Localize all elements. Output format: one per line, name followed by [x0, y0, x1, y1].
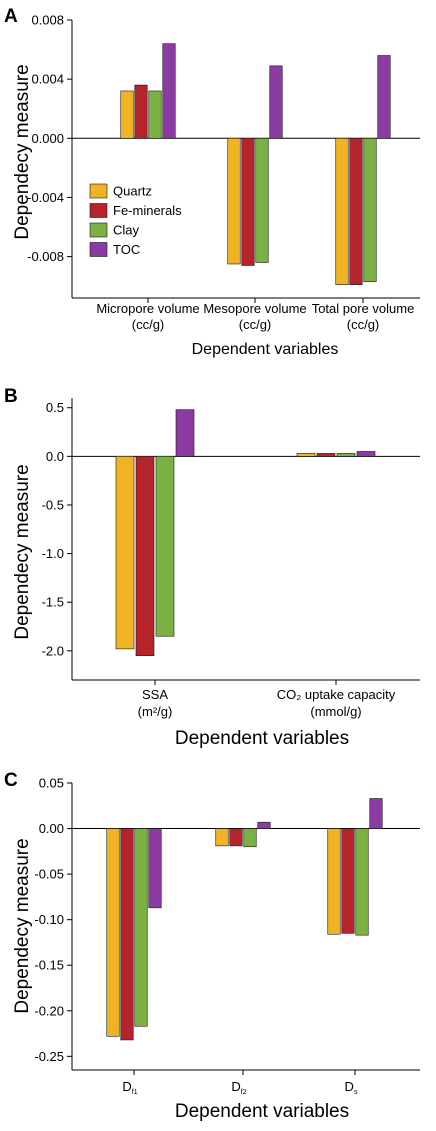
bar-fe-minerals-1 — [135, 456, 155, 656]
panel-letter-c: C — [4, 770, 18, 791]
x-category-label: Total pore volume — [312, 301, 415, 316]
bar-fe-minerals-1 — [134, 84, 148, 139]
legend-swatch-fe-minerals — [89, 203, 108, 218]
bar-toc-1 — [175, 409, 195, 457]
y-axis-title-a: Dependecy measure — [12, 64, 33, 239]
x-axis-title-c: Dependent variables — [175, 1101, 349, 1122]
bar-clay-1 — [155, 456, 175, 637]
bar-clay-1 — [148, 90, 162, 139]
x-category-unit: (m²/g) — [138, 704, 173, 719]
bar-fe-minerals-2 — [316, 453, 336, 457]
y-tick-label: -0.25 — [34, 1049, 64, 1064]
panel-letter-a: A — [4, 6, 18, 27]
panel-b: B Dependecy measure Dependent variables … — [4, 386, 420, 749]
x-category-unit: (mmol/g) — [310, 704, 361, 719]
x-category-main: D — [231, 1079, 240, 1094]
x-category-main: D — [345, 1079, 354, 1094]
bar-fe-minerals-2 — [241, 138, 255, 266]
x-category-label: Ds — [345, 1079, 358, 1096]
y-tick-label: 0.0 — [46, 449, 64, 464]
bar-toc-2 — [356, 451, 376, 457]
x-category-label: Df1 — [122, 1079, 137, 1096]
plot-area-b: 0.5 0.0 -0.5 -1.0 -1.5 -2.0 SSA (m²/g) CO₂ uptak… — [42, 398, 420, 719]
bar-toc-3 — [377, 55, 391, 139]
legend-swatch-clay — [89, 222, 108, 238]
panel-letter-b: B — [4, 386, 18, 407]
x-category-subscript: s — [354, 1089, 358, 1096]
x-category-label: Micropore volume — [96, 301, 199, 316]
y-tick-label: -2.0 — [42, 643, 64, 658]
x-category-unit: (cc/g) — [347, 317, 380, 332]
y-tick-label: -0.15 — [34, 958, 64, 973]
legend-swatch-quartz — [89, 183, 108, 199]
legend-label: TOC — [113, 242, 140, 257]
y-tick-label: -0.004 — [27, 190, 64, 205]
bar-clay-2 — [336, 453, 356, 457]
legend-swatch-toc — [89, 242, 108, 257]
y-tick-label: 0.008 — [31, 13, 64, 28]
bar-fe-minerals-2 — [229, 828, 243, 847]
y-axis-title-c: Dependecy measure — [12, 838, 33, 1013]
y-axis-title-b: Dependecy measure — [12, 464, 33, 639]
bar-quartz-1 — [106, 828, 120, 1037]
y-tick-label: -1.0 — [42, 546, 64, 561]
plot-area-a: 0.008 0.004 0.000 -0.004 -0.008 Micropore vol… — [27, 13, 420, 332]
bar-fe-minerals-1 — [120, 828, 134, 1041]
x-category-subscript: f1 — [132, 1089, 138, 1096]
x-axis-title-a: Dependent variables — [192, 341, 339, 358]
y-tick-label: 0.000 — [31, 131, 64, 146]
bar-fe-minerals-3 — [349, 138, 363, 285]
x-category-label: CO₂ uptake capacity — [277, 687, 396, 702]
bar-quartz-3 — [335, 138, 349, 285]
y-tick-label: 0.05 — [39, 776, 64, 791]
x-axis-title-b: Dependent variables — [175, 728, 349, 749]
bar-fe-minerals-3 — [341, 828, 355, 934]
bar-toc-3 — [369, 798, 383, 829]
bar-clay-3 — [355, 828, 369, 936]
y-tick-label: -0.5 — [42, 497, 64, 512]
y-tick-label: -0.05 — [34, 867, 64, 882]
y-tick-label: -0.20 — [34, 1003, 64, 1018]
x-category-label: Mesopore volume — [203, 301, 306, 316]
x-category-subscript: f2 — [241, 1089, 247, 1096]
x-category-label: Df2 — [231, 1079, 246, 1096]
y-tick-label: -1.5 — [42, 595, 64, 610]
bar-quartz-1 — [120, 90, 134, 139]
y-tick-label: -0.10 — [34, 912, 64, 927]
bar-quartz-3 — [327, 828, 341, 935]
bar-toc-2 — [269, 65, 283, 139]
bar-toc-1 — [148, 828, 162, 909]
x-category-label: SSA — [142, 687, 168, 702]
panel-c: C Dependecy measure Dependent variables … — [4, 770, 420, 1122]
y-tick-label: 0.004 — [31, 72, 64, 87]
bar-clay-3 — [363, 138, 377, 283]
legend-label: Quartz — [113, 184, 152, 199]
bar-clay-1 — [134, 828, 148, 1027]
bar-toc-2 — [257, 821, 271, 829]
x-category-unit: (cc/g) — [239, 317, 272, 332]
bar-toc-1 — [162, 43, 176, 139]
bar-quartz-2 — [215, 828, 229, 847]
bar-quartz-2 — [227, 138, 241, 265]
y-tick-label: -0.008 — [27, 249, 64, 264]
x-category-main: D — [122, 1079, 131, 1094]
legend: Quartz Fe-minerals Clay TOC — [89, 183, 182, 257]
y-tick-label: 0.00 — [39, 821, 64, 836]
bar-clay-2 — [243, 828, 257, 848]
legend-label: Fe-minerals — [113, 203, 182, 218]
y-tick-label: 0.5 — [46, 400, 64, 415]
x-category-unit: (cc/g) — [132, 317, 165, 332]
legend-label: Clay — [113, 223, 140, 238]
bar-quartz-2 — [296, 453, 316, 457]
bar-quartz-1 — [115, 456, 135, 650]
bar-clay-2 — [255, 138, 269, 263]
panel-a: A Dependecy measure Dependent variables … — [4, 6, 420, 358]
